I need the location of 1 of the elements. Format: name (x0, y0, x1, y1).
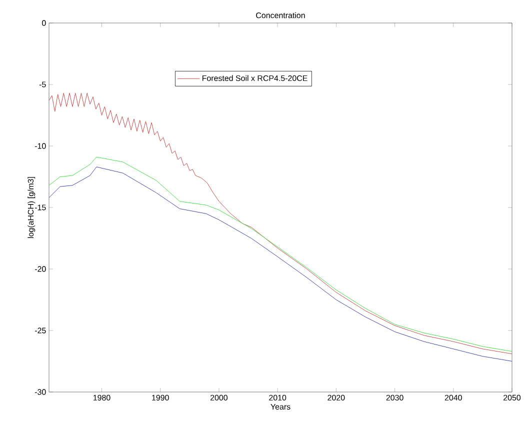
line-series (49, 92, 512, 354)
